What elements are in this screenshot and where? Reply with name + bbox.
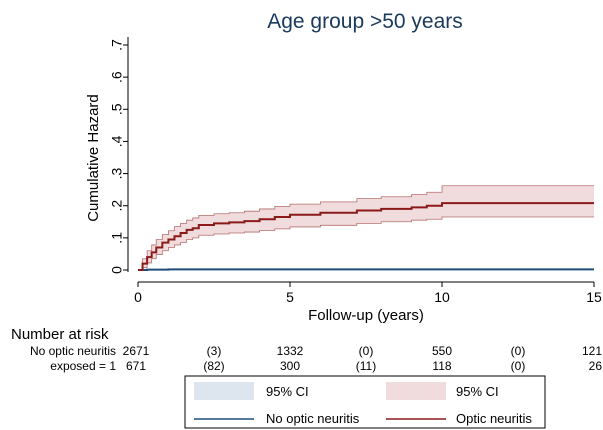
y-tick-label: 0	[109, 266, 125, 274]
risk-cell: 118	[432, 359, 451, 373]
y-tick-label: .2	[109, 200, 125, 212]
legend: 95% CI 95% CI No optic neuritis Optic ne…	[184, 375, 546, 429]
x-tick-label: 0	[134, 289, 142, 305]
risk-cell: 671	[126, 359, 146, 373]
x-tick-label: 5	[286, 289, 294, 305]
ci-lower-optic-neuritis	[138, 216, 594, 271]
risk-cell: 300	[280, 359, 300, 373]
risk-cell: (0)	[511, 344, 526, 358]
y-axis-label: Cumulative Hazard	[85, 94, 102, 222]
y-tick-label: .5	[109, 103, 125, 115]
y-tick-label: .1	[109, 232, 125, 244]
x-axis-label: Follow-up (years)	[308, 307, 424, 324]
risk-table: No optic neuritis 2671 (3) 1332 (0) 550 (0) 121…	[30, 344, 602, 373]
legend-label-no-optic-neuritis: No optic neuritis	[266, 411, 360, 426]
x-axis-ticks: 0 5 10 15	[134, 282, 602, 305]
series-line-no-optic-neuritis	[138, 268, 594, 271]
legend-label-ci-optic-neuritis: 95% CI	[456, 384, 499, 399]
risk-row-label: exposed = 1	[50, 359, 116, 373]
risk-table-title: Number at risk	[11, 326, 109, 343]
risk-row-label: No optic neuritis	[30, 344, 116, 358]
risk-cell: (82)	[203, 359, 224, 373]
x-tick-label: 10	[434, 289, 450, 305]
risk-cell: (0)	[359, 344, 374, 358]
risk-cell: 121	[582, 344, 602, 358]
ci-band-optic-neuritis	[138, 185, 594, 270]
risk-cell: (0)	[511, 359, 526, 373]
y-tick-label: .3	[109, 168, 125, 180]
x-tick-label: 15	[586, 289, 602, 305]
legend-swatch-ci-optic-neuritis	[386, 382, 446, 400]
risk-cell: 26	[589, 359, 603, 373]
chart-title: Age group >50 years	[267, 10, 463, 33]
risk-cell: (3)	[207, 344, 222, 358]
risk-cell: (11)	[356, 359, 376, 373]
y-tick-label: .4	[109, 135, 125, 147]
risk-cell: 550	[432, 344, 452, 358]
legend-label-ci-no-optic-neuritis: 95% CI	[266, 384, 309, 399]
legend-label-optic-neuritis: Optic neuritis	[456, 411, 532, 426]
series-line-optic-neuritis	[138, 202, 594, 271]
risk-cell: 2671	[123, 344, 150, 358]
y-tick-label: .6	[109, 71, 125, 83]
y-tick-label: .7	[109, 39, 125, 51]
legend-swatch-ci-no-optic-neuritis	[194, 382, 254, 400]
risk-cell: 1332	[277, 344, 304, 358]
plot-area	[138, 185, 594, 271]
y-axis-ticks: 0 .1 .2 .3 .4 .5 .6 .7	[109, 39, 128, 274]
ci-upper-optic-neuritis	[138, 185, 594, 271]
